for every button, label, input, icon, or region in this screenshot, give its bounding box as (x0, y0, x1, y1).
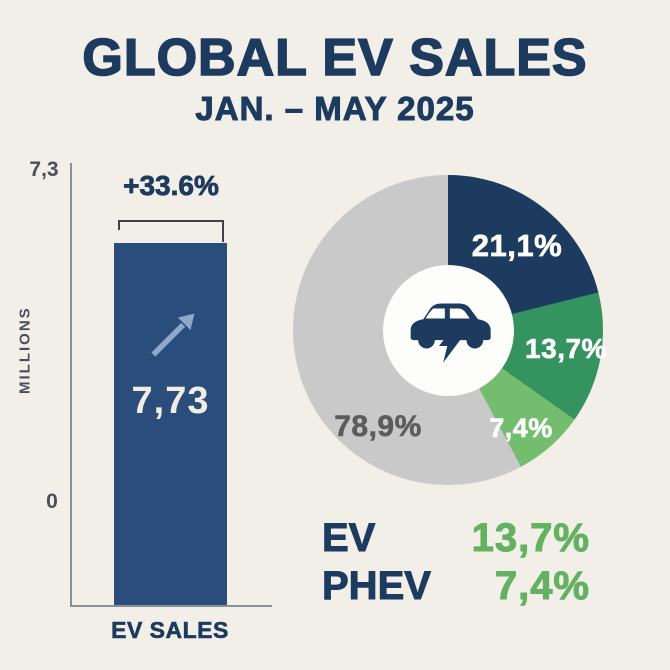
donut-segment-label-green: 13,7% (525, 333, 607, 365)
electric-car-icon (410, 303, 491, 363)
growth-bracket-left (118, 220, 120, 230)
page-title: GLOBAL EV SALES (82, 28, 588, 88)
y-axis-line (70, 163, 72, 607)
growth-bracket-right (222, 220, 224, 242)
y-axis-label: MILLIONS (16, 306, 34, 394)
y-axis-tick-zero: 0 (46, 490, 58, 513)
donut-segment-label-navy: 21,1% (471, 228, 563, 264)
legend-name-phev: PHEV (322, 564, 432, 609)
legend-value-phev: 7,4% (494, 564, 590, 609)
growth-bracket-top (118, 220, 224, 222)
y-axis-tick-max: 7,3 (29, 158, 59, 181)
growth-label: +33.6% (123, 170, 220, 202)
donut-hole (383, 265, 514, 396)
x-axis-line (70, 605, 272, 607)
bar-value-label: 7,73 (131, 380, 210, 422)
legend-value-ev: 13,7% (471, 516, 590, 561)
donut-segment-label-gray: 78,9% (334, 410, 422, 444)
page-subtitle: JAN. – MAY 2025 (195, 90, 475, 128)
donut-segment-label-lightgreen: 7,4% (489, 413, 553, 444)
ev-sales-bar (114, 243, 227, 605)
bar-axis-title: EV SALES (111, 617, 229, 644)
legend-name-ev: EV (321, 516, 376, 561)
trend-up-arrow-icon (151, 313, 195, 357)
